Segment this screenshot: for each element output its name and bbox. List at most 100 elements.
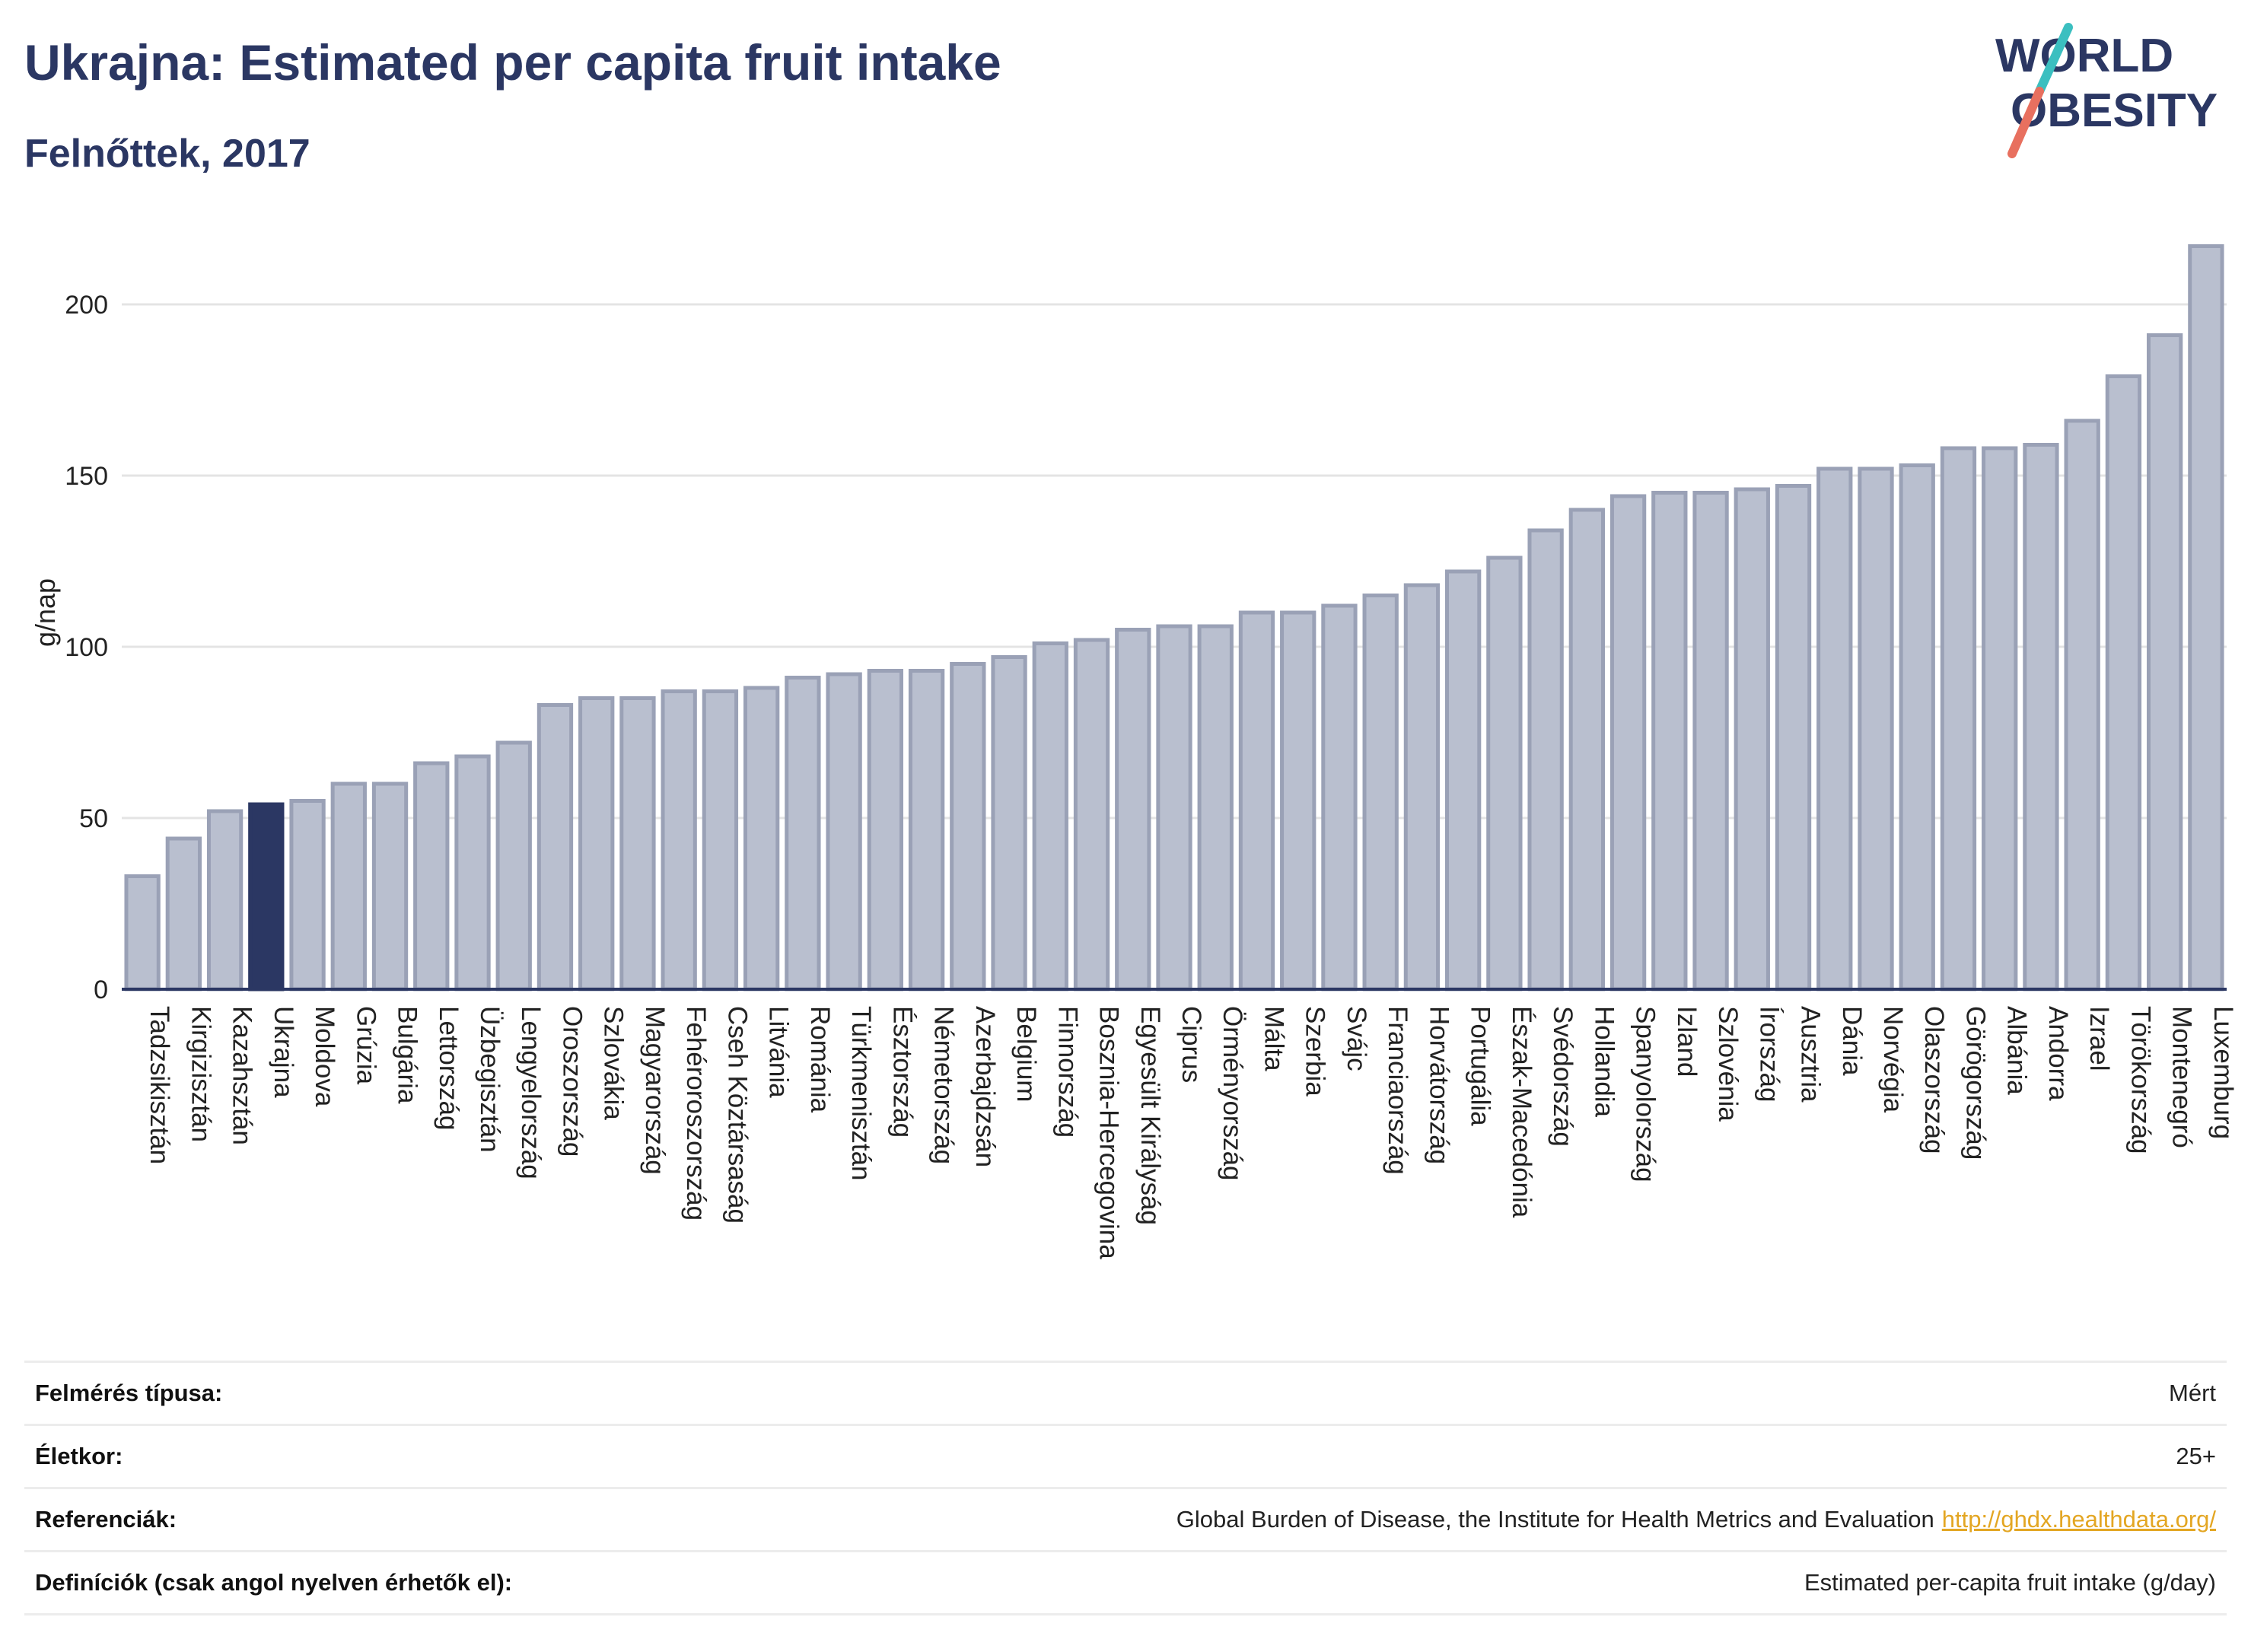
axis-layer: 0 50 100 150 200 g/nap xyxy=(30,291,2227,1004)
x-labels-layer: Tadzsikisztán Kirgizisztán Kazahsztán Ukraj… xyxy=(145,1006,2238,1259)
x-tick-label: Egyesült Királyság xyxy=(1135,1006,1165,1225)
metadata-value: Global Burden of Disease, the Institute … xyxy=(1176,1506,1934,1533)
x-tick-label: Románia xyxy=(805,1006,835,1113)
bar-Bosznia-Hercegovina xyxy=(1073,638,1110,992)
metadata-label: Életkor: xyxy=(35,1443,123,1469)
y-axis-title: g/nap xyxy=(30,578,61,647)
x-tick-label: Andorra xyxy=(2043,1006,2073,1101)
x-tick-label: Írország xyxy=(1754,1006,1784,1102)
bar-Oroszország xyxy=(536,703,574,992)
bar-Finnország xyxy=(1032,641,1068,992)
x-tick-label: Belgium xyxy=(1011,1006,1041,1102)
chart-subtitle: Felnőttek, 2017 xyxy=(24,132,310,176)
bar-Románia xyxy=(785,676,821,992)
metadata-value: Mért xyxy=(2169,1380,2216,1406)
bar-Svájc xyxy=(1321,603,1358,992)
x-tick-label: Franciaország xyxy=(1383,1006,1412,1175)
metadata-row: Definíciók (csak angol nyelven érhetők e… xyxy=(24,1552,2227,1615)
x-tick-label: Örményország xyxy=(1218,1006,1247,1181)
metadata-row: Életkor: 25+ xyxy=(24,1426,2227,1489)
world-obesity-logo: WORLD OBESITY xyxy=(1995,23,2218,158)
bar-Málta xyxy=(1238,610,1275,992)
x-tick-label: Ausztria xyxy=(1796,1006,1826,1103)
bar-Andorra xyxy=(2023,443,2059,992)
bar-Üzbegisztán xyxy=(454,754,491,992)
bar-Montenegró xyxy=(2146,333,2183,992)
bar-Ciprus xyxy=(1156,624,1192,992)
bar-Franciaország xyxy=(1362,594,1399,992)
x-tick-label: Észak-Macedónia xyxy=(1507,1006,1536,1218)
bar-Ausztria xyxy=(1775,484,1812,992)
x-tick-label: Szlovénia xyxy=(1713,1006,1743,1122)
bar-Izland xyxy=(1651,491,1688,992)
bar-Szerbia xyxy=(1280,610,1317,992)
bar-Azerbajdzsán xyxy=(950,662,986,992)
bar-Luxemburg xyxy=(2188,244,2224,992)
x-tick-label: Albánia xyxy=(2002,1006,2032,1095)
x-tick-label: Moldova xyxy=(310,1006,339,1107)
bar-Olaszország xyxy=(1899,463,1935,992)
bar-chart: 0 50 100 150 200 g/nap Tadzsikisztán Kirgizisz… xyxy=(30,244,2238,1259)
x-tick-label: Észtország xyxy=(887,1006,917,1138)
x-tick-label: Kirgizisztán xyxy=(186,1006,215,1142)
x-tick-label: Türkmenisztán xyxy=(846,1006,876,1181)
reference-link[interactable]: http://ghdx.healthdata.org/ xyxy=(1941,1506,2216,1533)
x-tick-label: Litvánia xyxy=(764,1006,794,1098)
bar-Ukrajna xyxy=(248,802,285,992)
logo-text-obesity: OBESITY xyxy=(2011,84,2218,137)
bar-Írország xyxy=(1734,487,1770,992)
x-tick-label: Luxemburg xyxy=(2208,1006,2238,1139)
metadata-row: Felmérés típusa: Mért xyxy=(24,1363,2227,1426)
metadata-row: Referenciák: Global Burden of Disease, th… xyxy=(24,1489,2227,1552)
bar-Belgium xyxy=(991,655,1027,992)
metadata-value-group: Mért xyxy=(2169,1380,2216,1407)
metadata-value: Estimated per-capita fruit intake (g/day… xyxy=(1804,1569,2216,1596)
metadata-value-group: Global Burden of Disease, the Institute … xyxy=(1176,1506,2216,1533)
bar-Portugália xyxy=(1444,569,1482,992)
x-tick-label: Lengyelország xyxy=(516,1006,546,1179)
bar-Hollandia xyxy=(1568,508,1606,992)
x-tick-label: Izland xyxy=(1672,1006,1702,1077)
bar-Szlovákia xyxy=(578,696,615,992)
metadata-table: Felmérés típusa: Mért Életkor: 25+ Referenci… xyxy=(24,1361,2227,1615)
metadata-label: Definíciók (csak angol nyelven érhetők e… xyxy=(35,1569,513,1596)
bar-Fehéroroszország xyxy=(661,689,697,992)
x-tick-label: Németország xyxy=(929,1006,959,1164)
x-tick-label: Kazahsztán xyxy=(228,1006,257,1145)
bar-Németország xyxy=(908,669,945,992)
x-tick-label: Törökország xyxy=(2125,1006,2155,1154)
logo-slash-teal xyxy=(2035,23,2073,96)
x-tick-label: Bosznia-Hercegovina xyxy=(1094,1006,1124,1259)
bar-Norvégia xyxy=(1858,466,1894,992)
metadata-label: Felmérés típusa: xyxy=(35,1380,223,1406)
x-tick-label: Oroszország xyxy=(557,1006,587,1157)
bar-Svédország xyxy=(1527,528,1564,992)
logo-slash-coral xyxy=(2007,87,2044,158)
bar-Grúzia xyxy=(330,781,367,992)
x-tick-label: Üzbegisztán xyxy=(475,1006,505,1153)
metadata-value: 25+ xyxy=(2176,1443,2216,1469)
x-tick-label: Tadzsikisztán xyxy=(145,1006,174,1164)
bar-Egyesült Királyság xyxy=(1115,628,1151,992)
y-tick-label: 100 xyxy=(65,633,108,662)
y-tick-label: 50 xyxy=(79,804,108,833)
bar-Tadzsikisztán xyxy=(124,874,161,992)
x-tick-label: Olaszország xyxy=(1919,1006,1949,1154)
bar-Magyarország xyxy=(619,696,656,992)
bar-Törökország xyxy=(2105,374,2142,992)
metadata-label: Referenciák: xyxy=(35,1506,177,1533)
x-tick-label: Görögország xyxy=(1960,1006,1990,1160)
metadata-value-group: Estimated per-capita fruit intake (g/day… xyxy=(1804,1569,2216,1596)
bar-Örményország xyxy=(1197,624,1234,992)
chart-title: Ukrajna: Estimated per capita fruit inta… xyxy=(24,34,1001,91)
bar-Észak-Macedónia xyxy=(1486,555,1523,992)
bar-Kirgizisztán xyxy=(165,836,202,992)
x-tick-label: Hollandia xyxy=(1589,1006,1619,1117)
bar-Dánia xyxy=(1816,466,1853,992)
bar-Litvánia xyxy=(743,686,780,992)
bar-Lettország xyxy=(413,761,450,992)
x-tick-label: Lettország xyxy=(434,1006,463,1130)
x-tick-label: Portugália xyxy=(1466,1006,1495,1126)
x-tick-label: Azerbajdzsán xyxy=(970,1006,1000,1167)
x-tick-label: Ciprus xyxy=(1176,1006,1206,1083)
